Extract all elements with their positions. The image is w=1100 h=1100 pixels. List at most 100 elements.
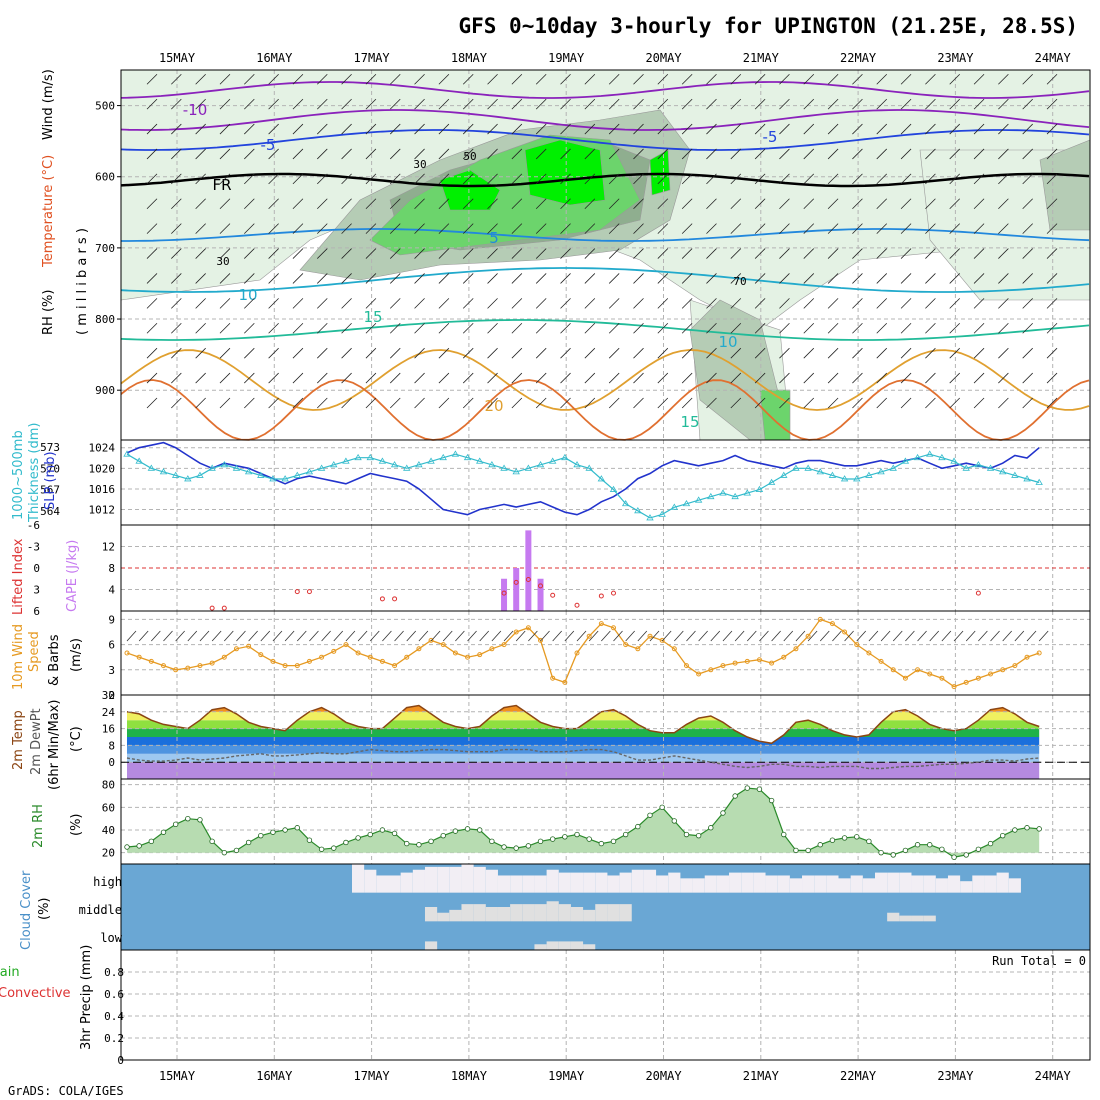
wind-barb <box>389 173 401 185</box>
wind-barb <box>584 372 596 384</box>
thickness-point <box>767 478 776 485</box>
rh-point <box>963 852 969 858</box>
wind-barb <box>414 148 425 160</box>
rh-point <box>586 836 592 842</box>
wind-barb <box>487 123 498 135</box>
wind-label: Wind (m/s) <box>41 69 56 140</box>
cloud-cell <box>352 864 365 893</box>
wind-barb <box>244 198 255 210</box>
wind-barb <box>827 198 839 210</box>
wind-barb <box>292 372 304 384</box>
wind-barb <box>803 123 815 135</box>
wind-barb <box>389 347 401 359</box>
wind-barb <box>608 123 620 135</box>
wind-barb <box>649 630 660 642</box>
wind-barb <box>657 273 669 284</box>
wind-barb <box>341 123 352 135</box>
wind-barb <box>268 223 279 234</box>
wind-barb <box>316 397 328 409</box>
rh2m-label-2: (%) <box>69 814 84 837</box>
temp-tick: 8 <box>108 739 115 752</box>
wind-barb <box>341 198 352 210</box>
wind-barb <box>978 630 988 642</box>
wind-barb <box>462 123 474 135</box>
wind-speed-point <box>720 663 726 669</box>
rh-point <box>537 838 544 845</box>
cloud-high-label: high <box>93 875 122 889</box>
wind-barb <box>560 372 571 384</box>
wind-barb <box>730 347 742 359</box>
wind-barb <box>706 347 717 359</box>
cloud-cell <box>546 941 559 950</box>
wind-barb <box>535 223 547 234</box>
precip-label-1: Total / Rain <box>0 965 20 980</box>
wind-barb <box>292 198 304 210</box>
wind-barb <box>584 98 596 110</box>
wind-barb <box>900 123 912 135</box>
wind-barb <box>852 298 863 309</box>
cloud-cell <box>789 878 803 893</box>
temperature-contour-label: -5 <box>261 136 276 154</box>
thickness-point <box>330 461 338 468</box>
wind-barb <box>803 248 815 259</box>
thickness-point <box>585 464 593 471</box>
wind-speed-point <box>538 637 544 643</box>
wind-barb <box>389 248 401 259</box>
wind-barb <box>900 73 912 85</box>
cape-tick: 12 <box>102 541 115 554</box>
wind-barb <box>730 273 742 284</box>
wind-barb <box>438 173 450 185</box>
wind-speed-point <box>611 625 616 631</box>
wind-barb <box>803 273 815 284</box>
thickness-point <box>123 450 131 457</box>
wind-speed-point <box>671 646 677 652</box>
pressure-tick: 800 <box>95 313 115 326</box>
rh-point <box>379 827 386 833</box>
wind-speed-point <box>951 684 957 690</box>
rh-point <box>708 825 714 831</box>
wind-barb <box>827 372 839 384</box>
wind-barb <box>365 73 377 85</box>
wind-barb <box>917 630 927 642</box>
thickness-point <box>415 461 423 468</box>
wind-barb <box>316 273 328 284</box>
wind-barb <box>535 73 547 85</box>
wind-barb <box>633 148 644 160</box>
rh-point <box>136 843 142 849</box>
wind-barb <box>487 198 498 210</box>
wind-barb <box>584 347 596 359</box>
wind-speed-point <box>1012 663 1018 669</box>
wind-barb <box>759 630 769 642</box>
lifted-index-point <box>501 590 507 596</box>
wind-barb <box>414 73 425 85</box>
wind-barb <box>491 630 502 642</box>
wind-barb <box>195 347 206 359</box>
wind-barb <box>852 98 863 110</box>
wind-barb <box>195 198 206 210</box>
wind-barb <box>925 347 936 359</box>
wind-barb <box>698 630 708 642</box>
wind-barb <box>965 630 976 642</box>
wind-barb <box>608 372 620 384</box>
wind-barb <box>171 273 182 284</box>
cloud-cell <box>729 872 742 893</box>
dewpoint-line <box>126 748 1040 770</box>
bottom-date-label: 18MAY <box>451 1069 488 1083</box>
wind-barb <box>625 630 635 642</box>
bottom-date-label: 22MAY <box>840 1069 877 1083</box>
wind-barb <box>803 148 815 160</box>
wind-barb <box>462 273 474 284</box>
wind-barb <box>998 397 1009 409</box>
wind-barb <box>973 273 985 284</box>
lifted-index-point <box>975 590 981 596</box>
cloud-cell <box>838 878 851 893</box>
thickness-point <box>682 499 691 507</box>
rh-2m-panel: 20 40 60 80 <box>102 778 1091 865</box>
thickness-point <box>853 475 861 482</box>
thickness-tick: 570 <box>40 462 60 475</box>
rh-point <box>610 838 617 845</box>
wind-speed-point <box>915 667 921 673</box>
wind-barb <box>925 397 936 409</box>
wind-barb <box>584 173 596 185</box>
wind-barb <box>681 173 693 185</box>
